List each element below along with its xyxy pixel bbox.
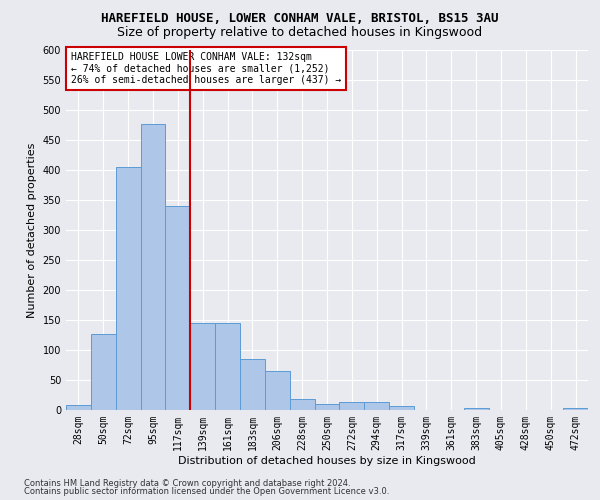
Bar <box>166 206 190 410</box>
Bar <box>140 124 166 410</box>
Bar <box>265 371 290 410</box>
Bar <box>240 359 265 410</box>
Bar <box>91 334 116 410</box>
Text: HAREFIELD HOUSE, LOWER CONHAM VALE, BRISTOL, BS15 3AU: HAREFIELD HOUSE, LOWER CONHAM VALE, BRIS… <box>101 12 499 26</box>
Bar <box>563 408 588 410</box>
Bar <box>364 402 389 410</box>
Bar <box>215 323 240 410</box>
Bar <box>290 399 314 410</box>
Bar <box>464 408 488 410</box>
X-axis label: Distribution of detached houses by size in Kingswood: Distribution of detached houses by size … <box>178 456 476 466</box>
Bar <box>66 405 91 410</box>
Bar <box>116 167 140 410</box>
Bar <box>190 323 215 410</box>
Bar <box>340 402 364 410</box>
Text: Contains public sector information licensed under the Open Government Licence v3: Contains public sector information licen… <box>24 487 389 496</box>
Y-axis label: Number of detached properties: Number of detached properties <box>27 142 37 318</box>
Bar <box>314 404 340 410</box>
Text: Size of property relative to detached houses in Kingswood: Size of property relative to detached ho… <box>118 26 482 39</box>
Text: HAREFIELD HOUSE LOWER CONHAM VALE: 132sqm
← 74% of detached houses are smaller (: HAREFIELD HOUSE LOWER CONHAM VALE: 132sq… <box>71 52 341 85</box>
Text: Contains HM Land Registry data © Crown copyright and database right 2024.: Contains HM Land Registry data © Crown c… <box>24 478 350 488</box>
Bar <box>389 406 414 410</box>
